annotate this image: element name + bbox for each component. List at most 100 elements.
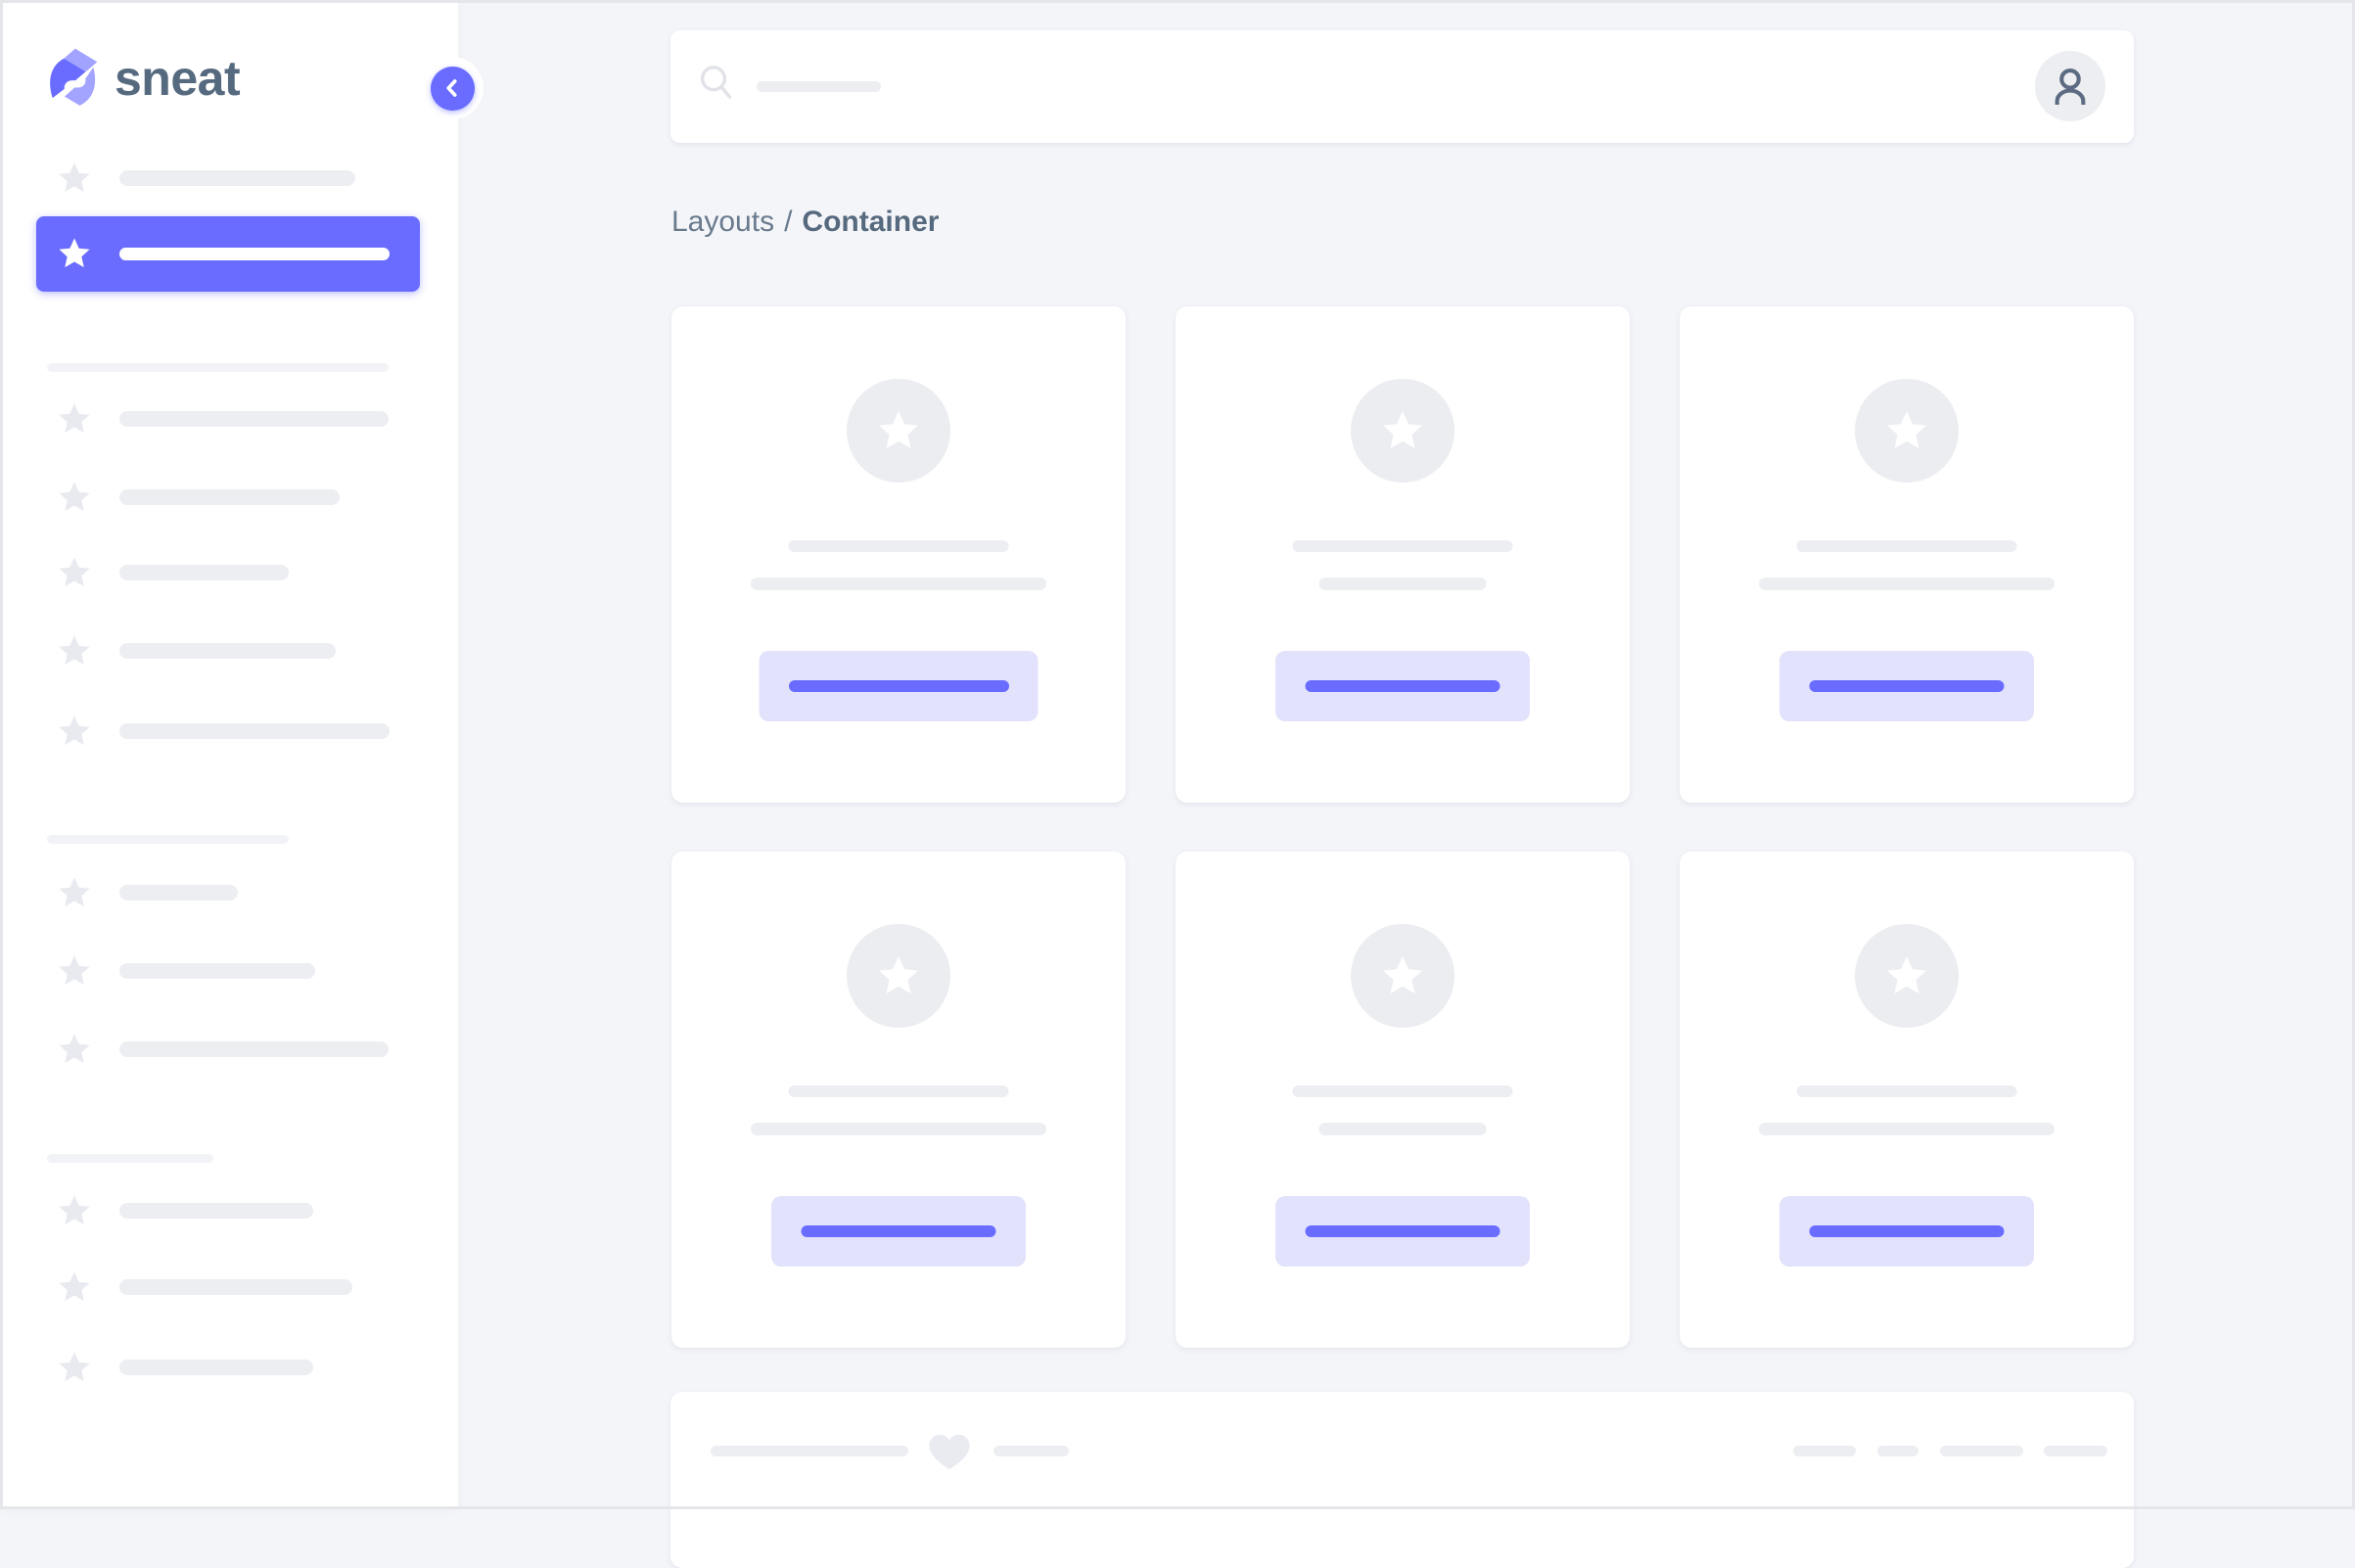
sidebar-item[interactable] bbox=[0, 1030, 458, 1069]
button-label-placeholder bbox=[1809, 1225, 2005, 1237]
star-icon bbox=[1379, 953, 1426, 998]
sidebar-item[interactable] bbox=[0, 1268, 458, 1307]
text-placeholder-bar bbox=[1292, 1085, 1513, 1097]
star-circle-placeholder bbox=[847, 379, 950, 483]
sidebar-item[interactable] bbox=[0, 1348, 458, 1387]
skeleton-card bbox=[1680, 306, 2134, 803]
search-bar[interactable] bbox=[670, 30, 1551, 143]
button-label-placeholder bbox=[1305, 680, 1501, 692]
text-placeholder-bar bbox=[1292, 540, 1513, 552]
menu-label-placeholder bbox=[119, 1360, 313, 1375]
sidebar-item[interactable] bbox=[0, 553, 458, 592]
sidebar-item[interactable] bbox=[0, 712, 458, 751]
heart-icon[interactable] bbox=[928, 1432, 971, 1471]
text-placeholder-bar bbox=[711, 1446, 908, 1456]
card-button-placeholder[interactable] bbox=[759, 651, 1039, 721]
page-title: Container bbox=[802, 206, 940, 238]
sidebar: sneat bbox=[0, 0, 458, 1509]
menu-section-divider bbox=[47, 363, 389, 372]
menu-label-placeholder bbox=[119, 1279, 352, 1295]
star-icon bbox=[1883, 953, 1930, 998]
sidebar-item[interactable] bbox=[0, 399, 458, 438]
menu-label-placeholder bbox=[119, 1203, 313, 1219]
menu-label-placeholder bbox=[119, 411, 389, 427]
star-icon bbox=[56, 480, 93, 515]
search-placeholder-bar bbox=[757, 81, 881, 92]
menu-label-placeholder bbox=[119, 643, 336, 659]
card-button-placeholder[interactable] bbox=[1779, 1196, 2034, 1267]
topbar bbox=[670, 30, 2134, 143]
sidebar-item[interactable] bbox=[0, 631, 458, 670]
sidebar-item[interactable] bbox=[0, 1191, 458, 1230]
card-button-placeholder[interactable] bbox=[771, 1196, 1026, 1267]
star-icon bbox=[56, 1350, 93, 1385]
star-icon bbox=[56, 875, 93, 910]
star-icon bbox=[56, 555, 93, 590]
pagination-placeholder-bar[interactable] bbox=[1793, 1446, 1856, 1456]
star-icon bbox=[1883, 408, 1930, 453]
sidebar-item[interactable] bbox=[0, 951, 458, 991]
star-icon bbox=[56, 401, 93, 437]
text-placeholder-bar bbox=[1759, 577, 2055, 590]
menu-label-placeholder bbox=[119, 170, 355, 186]
sneat-logo-icon bbox=[45, 47, 101, 110]
text-placeholder-bar bbox=[993, 1446, 1069, 1456]
menu-label-placeholder bbox=[119, 885, 238, 900]
menu-label-placeholder bbox=[119, 565, 289, 580]
user-icon bbox=[2055, 68, 2086, 105]
text-placeholder-bar bbox=[788, 1085, 1009, 1097]
text-placeholder-bar bbox=[1759, 1123, 2055, 1135]
search-icon bbox=[699, 63, 734, 107]
star-icon bbox=[56, 1269, 93, 1305]
brand[interactable]: sneat bbox=[45, 39, 241, 117]
button-label-placeholder bbox=[1809, 680, 2005, 692]
star-icon bbox=[1379, 408, 1426, 453]
sidebar-item[interactable] bbox=[0, 159, 458, 198]
star-icon bbox=[56, 1193, 93, 1228]
sidebar-collapse-button[interactable] bbox=[421, 57, 484, 119]
brand-name: sneat bbox=[115, 51, 241, 106]
text-placeholder-bar bbox=[1318, 1123, 1487, 1135]
text-placeholder-bar bbox=[788, 540, 1009, 552]
skeleton-card bbox=[1680, 852, 2134, 1348]
text-placeholder-bar bbox=[1796, 1085, 2017, 1097]
star-circle-placeholder bbox=[1855, 379, 1959, 483]
text-placeholder-bar bbox=[1318, 577, 1487, 590]
breadcrumb-section[interactable]: Layouts bbox=[671, 206, 775, 238]
pagination-placeholder-bar[interactable] bbox=[2044, 1446, 2107, 1456]
star-circle-placeholder bbox=[1351, 924, 1455, 1028]
pagination-placeholder-bar[interactable] bbox=[1940, 1446, 2023, 1456]
profile-avatar-button[interactable] bbox=[2035, 51, 2105, 121]
breadcrumb-separator: / bbox=[784, 206, 793, 238]
star-icon bbox=[875, 953, 922, 998]
skeleton-card bbox=[1176, 306, 1630, 803]
star-circle-placeholder bbox=[1855, 924, 1959, 1028]
card-button-placeholder[interactable] bbox=[1275, 1196, 1530, 1267]
star-circle-placeholder bbox=[1351, 379, 1455, 483]
bottom-card bbox=[670, 1392, 2134, 1568]
card-button-placeholder[interactable] bbox=[1779, 651, 2034, 721]
star-icon bbox=[56, 633, 93, 669]
text-placeholder-bar bbox=[751, 1123, 1046, 1135]
star-icon bbox=[56, 714, 93, 749]
button-label-placeholder bbox=[788, 680, 1009, 692]
skeleton-card bbox=[671, 306, 1126, 803]
sidebar-item[interactable] bbox=[0, 873, 458, 912]
star-icon bbox=[56, 953, 93, 989]
card-button-placeholder[interactable] bbox=[1275, 651, 1530, 721]
pagination-placeholder-bar[interactable] bbox=[1877, 1446, 1918, 1456]
button-label-placeholder bbox=[801, 1225, 996, 1237]
menu-section-divider bbox=[47, 1154, 213, 1163]
sidebar-item[interactable] bbox=[0, 478, 458, 517]
menu-label-placeholder bbox=[119, 723, 390, 739]
sidebar-item-active[interactable] bbox=[36, 215, 420, 292]
star-icon bbox=[875, 408, 922, 453]
breadcrumb: Layouts / Container bbox=[671, 206, 939, 239]
star-icon bbox=[56, 1032, 93, 1067]
star-icon bbox=[56, 161, 93, 196]
button-label-placeholder bbox=[1305, 1225, 1501, 1237]
skeleton-card bbox=[1176, 852, 1630, 1348]
star-icon bbox=[56, 236, 93, 271]
menu-label-placeholder bbox=[119, 247, 390, 260]
star-circle-placeholder bbox=[847, 924, 950, 1028]
